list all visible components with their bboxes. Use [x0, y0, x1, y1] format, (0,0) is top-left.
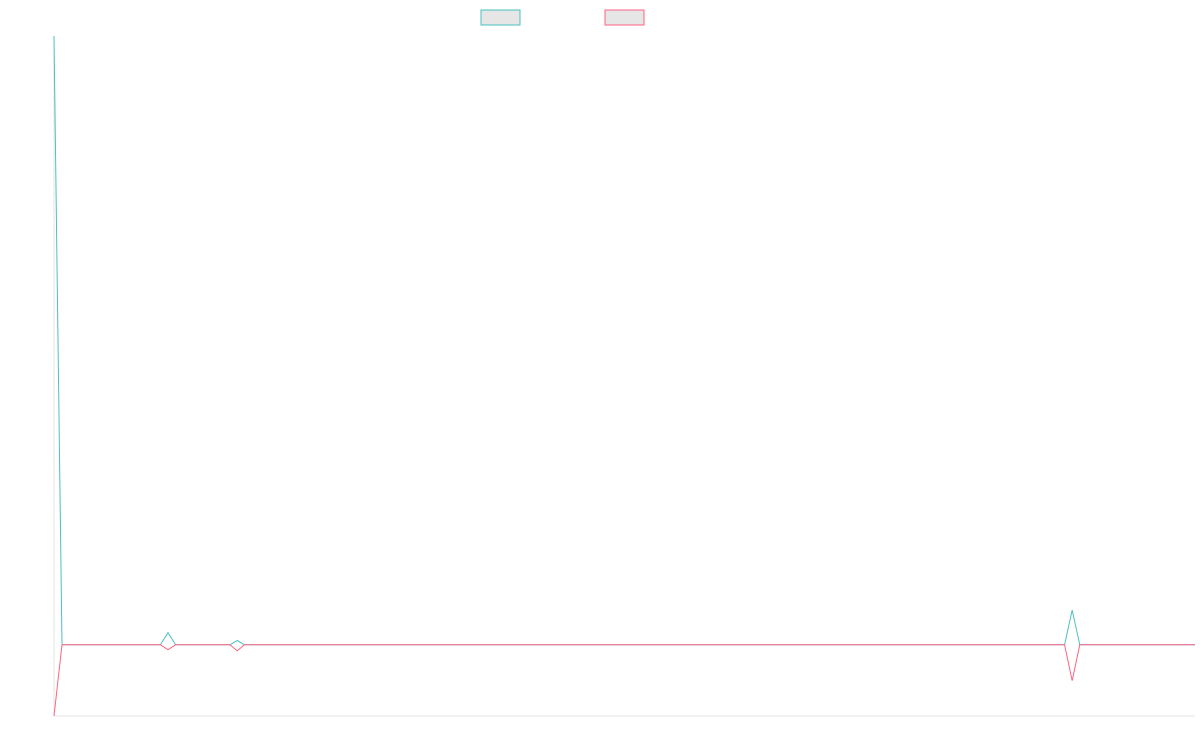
legend-box	[480, 9, 521, 26]
legend-box	[604, 9, 645, 26]
series-line	[53, 644, 1195, 717]
legend	[480, 9, 645, 26]
series-line	[53, 35, 1195, 646]
